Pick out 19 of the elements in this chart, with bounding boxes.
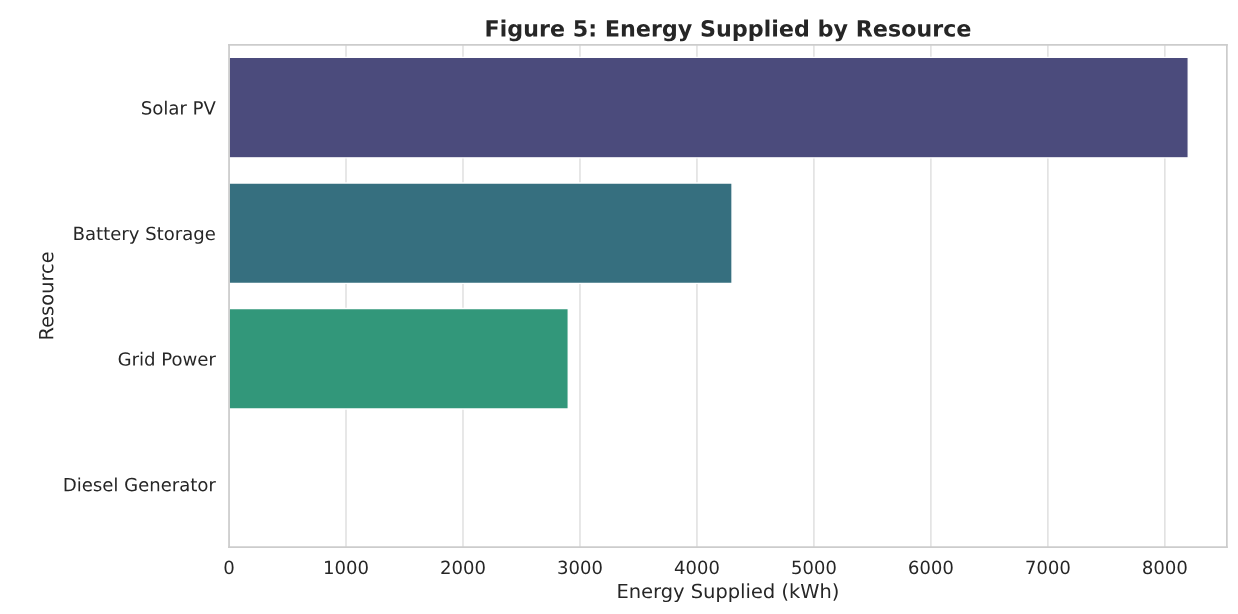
y-tick-label: Solar PV xyxy=(142,100,216,115)
x-tick-label: 3000 xyxy=(558,560,602,575)
bar xyxy=(229,56,1189,159)
bar xyxy=(229,182,733,285)
y-tick-label: Battery Storage xyxy=(74,226,215,244)
y-tick-label: Grid Power xyxy=(118,351,216,366)
bar xyxy=(229,307,569,410)
x-tick-label: 6000 xyxy=(909,560,953,575)
x-axis-title: Energy Supplied (kWh) xyxy=(618,583,838,603)
x-tick-label: 8000 xyxy=(1143,560,1187,575)
x-tick-label: 0 xyxy=(224,560,234,575)
x-tick-label: 2000 xyxy=(441,560,485,575)
y-axis-title: Resource xyxy=(39,252,54,339)
y-tick-label: Diesel Generator xyxy=(64,477,216,492)
chart-title: Figure 5: Energy Supplied by Resource xyxy=(486,19,971,42)
x-tick-label: 7000 xyxy=(1026,560,1070,575)
x-tick-label: 1000 xyxy=(325,560,368,575)
x-tick-label: 5000 xyxy=(792,560,836,575)
x-tick-label: 4000 xyxy=(674,560,719,575)
